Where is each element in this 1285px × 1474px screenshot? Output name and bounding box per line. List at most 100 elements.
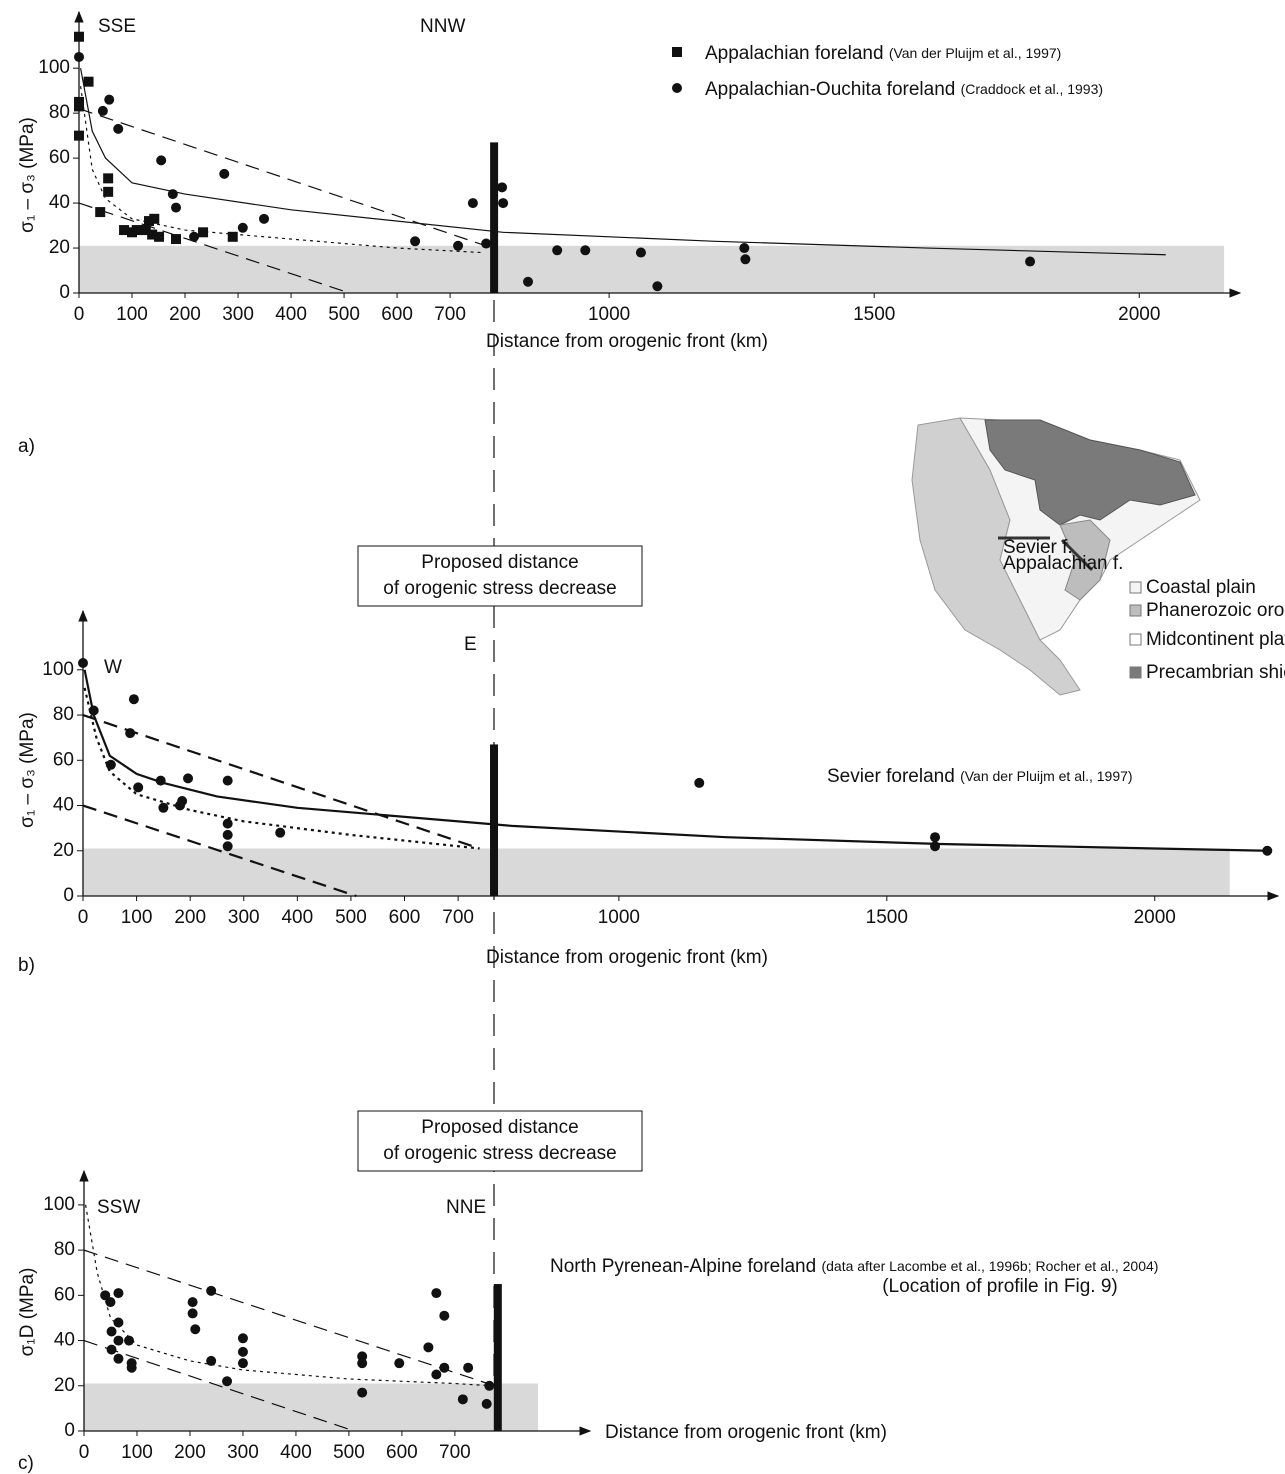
map-legend-label: Midcontinent platform — [1146, 629, 1285, 650]
point — [103, 173, 114, 184]
point — [198, 227, 209, 238]
y-axis-label: σ₁D (MPa) — [17, 1268, 38, 1357]
x-tick-label: 1000 — [588, 304, 630, 325]
point — [523, 276, 534, 287]
point — [552, 245, 563, 256]
x-axis-label: Distance from orogenic front (km) — [605, 1422, 887, 1443]
note-text: of orogenic stress decrease — [383, 1143, 616, 1164]
legend-note: (Van der Pluijm et al., 1997) — [889, 45, 1062, 61]
point — [78, 658, 88, 669]
point — [125, 728, 136, 739]
stress-band — [83, 848, 1230, 896]
map-key — [1129, 633, 1142, 646]
x-tick-label: 400 — [280, 1442, 312, 1463]
point — [481, 238, 492, 249]
y-tick-label: 20 — [54, 1375, 75, 1396]
map-legend-label: Coastal plain — [1146, 577, 1256, 598]
stress-band — [79, 245, 1225, 293]
point — [357, 1387, 368, 1398]
note-box — [357, 545, 643, 607]
point — [410, 236, 421, 247]
x-tick-label: 1500 — [866, 907, 908, 928]
legend-marker — [672, 47, 682, 57]
legend-name: Appalachian foreland — [705, 43, 884, 64]
y-axis-label: σ₁ – σ₃ (MPa) — [17, 712, 38, 828]
point — [113, 1288, 124, 1299]
map-shield — [984, 419, 1196, 526]
note-text: Proposed distance — [421, 1117, 578, 1138]
point — [227, 231, 238, 242]
map-key — [1129, 666, 1142, 679]
x-tick-label: 400 — [281, 907, 313, 928]
direction-label: E — [464, 634, 477, 655]
point — [1025, 256, 1036, 267]
point — [189, 231, 200, 242]
fit-line — [78, 108, 493, 249]
point — [237, 1358, 248, 1369]
x-tick-label: 300 — [227, 1442, 259, 1463]
y-axis-label: σ₁ – σ₃ (MPa) — [17, 117, 38, 233]
y-tick-label: 60 — [54, 1284, 75, 1305]
x-tick-label: 600 — [381, 304, 413, 325]
map-key — [1129, 604, 1142, 617]
front-bar — [493, 1284, 502, 1431]
point — [740, 254, 751, 265]
x-tick-label: 0 — [74, 304, 85, 325]
point — [95, 207, 106, 218]
x-tick-label: 1000 — [598, 907, 640, 928]
legend-note: (data after Lacombe et al., 1996b; Roche… — [821, 1258, 1158, 1274]
point — [497, 182, 508, 193]
point — [147, 229, 158, 240]
point — [88, 705, 99, 716]
point — [237, 1346, 248, 1357]
point — [930, 832, 941, 843]
point — [463, 1362, 474, 1373]
x-tick-label: 200 — [174, 1442, 206, 1463]
point — [498, 198, 509, 209]
point — [113, 1335, 124, 1346]
point — [74, 51, 84, 62]
point — [171, 234, 182, 245]
direction-label: SSW — [97, 1197, 140, 1218]
point — [694, 777, 705, 788]
point — [484, 1380, 495, 1391]
x-tick-label: 700 — [434, 304, 466, 325]
y-tick-label: 40 — [54, 1330, 75, 1351]
y-tick-label: 40 — [49, 192, 70, 213]
legend-note: (Van der Pluijm et al., 1997) — [960, 768, 1133, 784]
y-tick-label: 80 — [49, 102, 70, 123]
point — [74, 130, 84, 141]
point — [149, 213, 160, 224]
y-tick-label: 0 — [64, 1420, 75, 1441]
y-tick-label: 20 — [53, 840, 74, 861]
x-tick-label: 300 — [228, 907, 260, 928]
point — [237, 222, 248, 233]
point — [131, 225, 142, 236]
x-tick-label: 100 — [121, 907, 153, 928]
x-axis-label: Distance from orogenic front (km) — [486, 947, 768, 968]
point — [143, 216, 154, 227]
x-tick-label: 700 — [439, 1442, 471, 1463]
x-tick-label: 500 — [333, 1442, 365, 1463]
point — [126, 1362, 137, 1373]
fit-line — [82, 804, 357, 898]
map-legend-label: Phanerozoic orogen — [1146, 600, 1285, 621]
legend-name: Appalachian-Ouchita foreland — [705, 79, 955, 100]
point — [119, 225, 130, 236]
x-tick-label: 200 — [174, 907, 206, 928]
x-tick-label: 200 — [169, 304, 201, 325]
fit-line — [80, 68, 1166, 256]
y-tick-label: 0 — [59, 282, 70, 303]
map-appalachian-profile — [1060, 538, 1094, 572]
point — [580, 245, 591, 256]
point — [222, 818, 233, 829]
note-text: Proposed distance — [421, 552, 578, 573]
point — [219, 168, 230, 179]
legend-name: North Pyrenean-Alpine foreland — [550, 1256, 816, 1277]
x-tick-label: 1500 — [853, 304, 895, 325]
y-tick-label: 0 — [63, 885, 74, 906]
fit-line — [84, 1204, 493, 1387]
x-tick-label: 2000 — [1118, 304, 1160, 325]
x-tick-label: 500 — [328, 304, 360, 325]
point — [154, 231, 165, 242]
